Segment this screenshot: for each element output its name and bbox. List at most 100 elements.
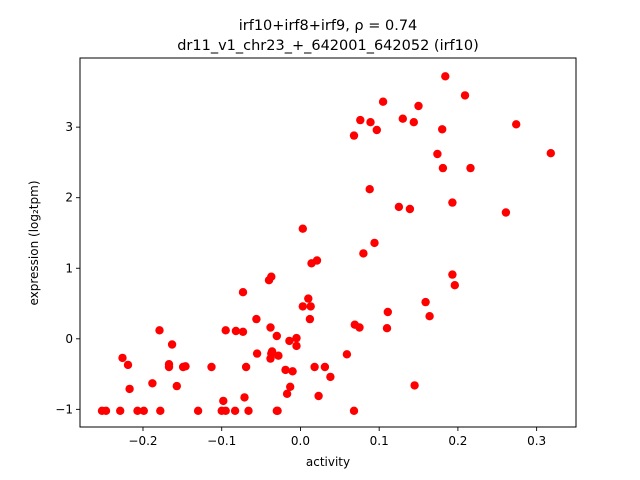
data-point xyxy=(244,406,253,415)
data-point xyxy=(116,406,125,415)
data-point xyxy=(274,351,283,360)
data-point xyxy=(421,297,430,307)
data-point xyxy=(365,185,374,194)
data-point xyxy=(383,307,392,317)
data-point xyxy=(240,393,249,402)
data-point xyxy=(512,120,521,129)
data-point xyxy=(231,326,241,336)
data-point xyxy=(281,365,290,375)
x-axis-label: activity xyxy=(306,455,350,469)
data-point xyxy=(252,349,262,358)
data-point xyxy=(382,324,392,333)
data-point xyxy=(378,97,388,106)
y-axis-ticks: −1 0 1 2 3 xyxy=(55,120,80,416)
chart-title-line2: dr11_v1_chr23_+_642001_642052 (irf10) xyxy=(177,38,479,54)
data-point xyxy=(238,327,248,336)
x-tick-label: 0.2 xyxy=(448,434,467,448)
data-point xyxy=(448,198,457,207)
plot-area-frame xyxy=(79,57,577,428)
x-axis-ticks: −0.2 −0.1 0.0 0.1 0.2 0.3 xyxy=(128,427,546,448)
data-point xyxy=(285,336,294,346)
y-tick-label: 0 xyxy=(65,332,73,346)
data-point xyxy=(460,91,470,100)
data-point xyxy=(148,379,157,388)
data-point xyxy=(139,406,148,415)
data-point xyxy=(314,391,323,401)
data-point xyxy=(156,406,165,415)
data-point xyxy=(414,101,423,111)
data-point xyxy=(286,382,295,391)
data-point xyxy=(342,350,352,359)
data-point xyxy=(356,115,365,125)
data-point xyxy=(272,406,281,415)
data-point xyxy=(370,238,379,248)
x-tick-label: −0.1 xyxy=(207,434,236,448)
data-point xyxy=(304,294,313,303)
data-point xyxy=(326,372,335,382)
data-point xyxy=(349,406,359,415)
data-point xyxy=(181,362,190,371)
y-tick-label: −1 xyxy=(55,402,73,416)
data-point xyxy=(320,362,330,372)
data-point xyxy=(298,224,307,233)
chart-title-line1: irf10+irf8+irf9, ρ = 0.74 xyxy=(239,18,418,34)
data-point xyxy=(123,360,133,370)
data-point xyxy=(221,406,230,415)
x-tick-label: 0.3 xyxy=(527,434,546,448)
data-point xyxy=(241,362,251,372)
data-point xyxy=(221,326,230,335)
data-point xyxy=(438,163,448,173)
y-axis-label: expression (log₂tpm) xyxy=(27,180,41,305)
data-point xyxy=(398,114,407,123)
data-point xyxy=(282,389,292,398)
data-point xyxy=(394,202,404,212)
data-point xyxy=(433,149,442,159)
data-point xyxy=(238,288,248,297)
data-point xyxy=(546,149,555,158)
data-point xyxy=(133,406,142,415)
data-point xyxy=(252,314,261,324)
data-point xyxy=(405,204,415,214)
data-point xyxy=(355,323,364,332)
data-point xyxy=(219,396,228,406)
data-point xyxy=(305,314,315,324)
y-tick-label: 3 xyxy=(65,120,73,134)
data-point xyxy=(410,381,419,390)
data-point xyxy=(167,340,177,349)
data-point xyxy=(466,163,475,173)
data-point xyxy=(230,406,240,415)
data-point xyxy=(310,362,319,372)
data-point xyxy=(448,270,457,279)
data-point xyxy=(267,272,276,281)
data-point xyxy=(366,118,375,127)
data-point xyxy=(272,331,281,341)
data-point xyxy=(193,406,203,415)
data-point xyxy=(450,281,459,290)
data-point xyxy=(438,125,447,134)
data-point xyxy=(101,406,111,415)
data-point xyxy=(125,384,134,394)
data-point xyxy=(164,362,174,372)
data-point xyxy=(425,312,434,321)
data-point xyxy=(292,333,301,343)
data-point xyxy=(118,353,127,363)
data-point xyxy=(306,302,315,311)
y-tick-label: 2 xyxy=(65,191,73,205)
data-points xyxy=(97,72,555,415)
data-point xyxy=(409,118,418,127)
data-point xyxy=(207,362,216,372)
data-point xyxy=(155,326,164,335)
y-tick-label: 1 xyxy=(65,261,73,275)
data-point xyxy=(298,302,307,311)
x-tick-label: 0.0 xyxy=(291,434,310,448)
data-point xyxy=(266,323,275,332)
data-point xyxy=(372,125,381,135)
data-point xyxy=(172,381,181,391)
data-point xyxy=(359,249,368,258)
data-point xyxy=(501,208,511,217)
data-point xyxy=(349,131,359,140)
data-point xyxy=(292,341,301,351)
data-point xyxy=(441,72,450,81)
